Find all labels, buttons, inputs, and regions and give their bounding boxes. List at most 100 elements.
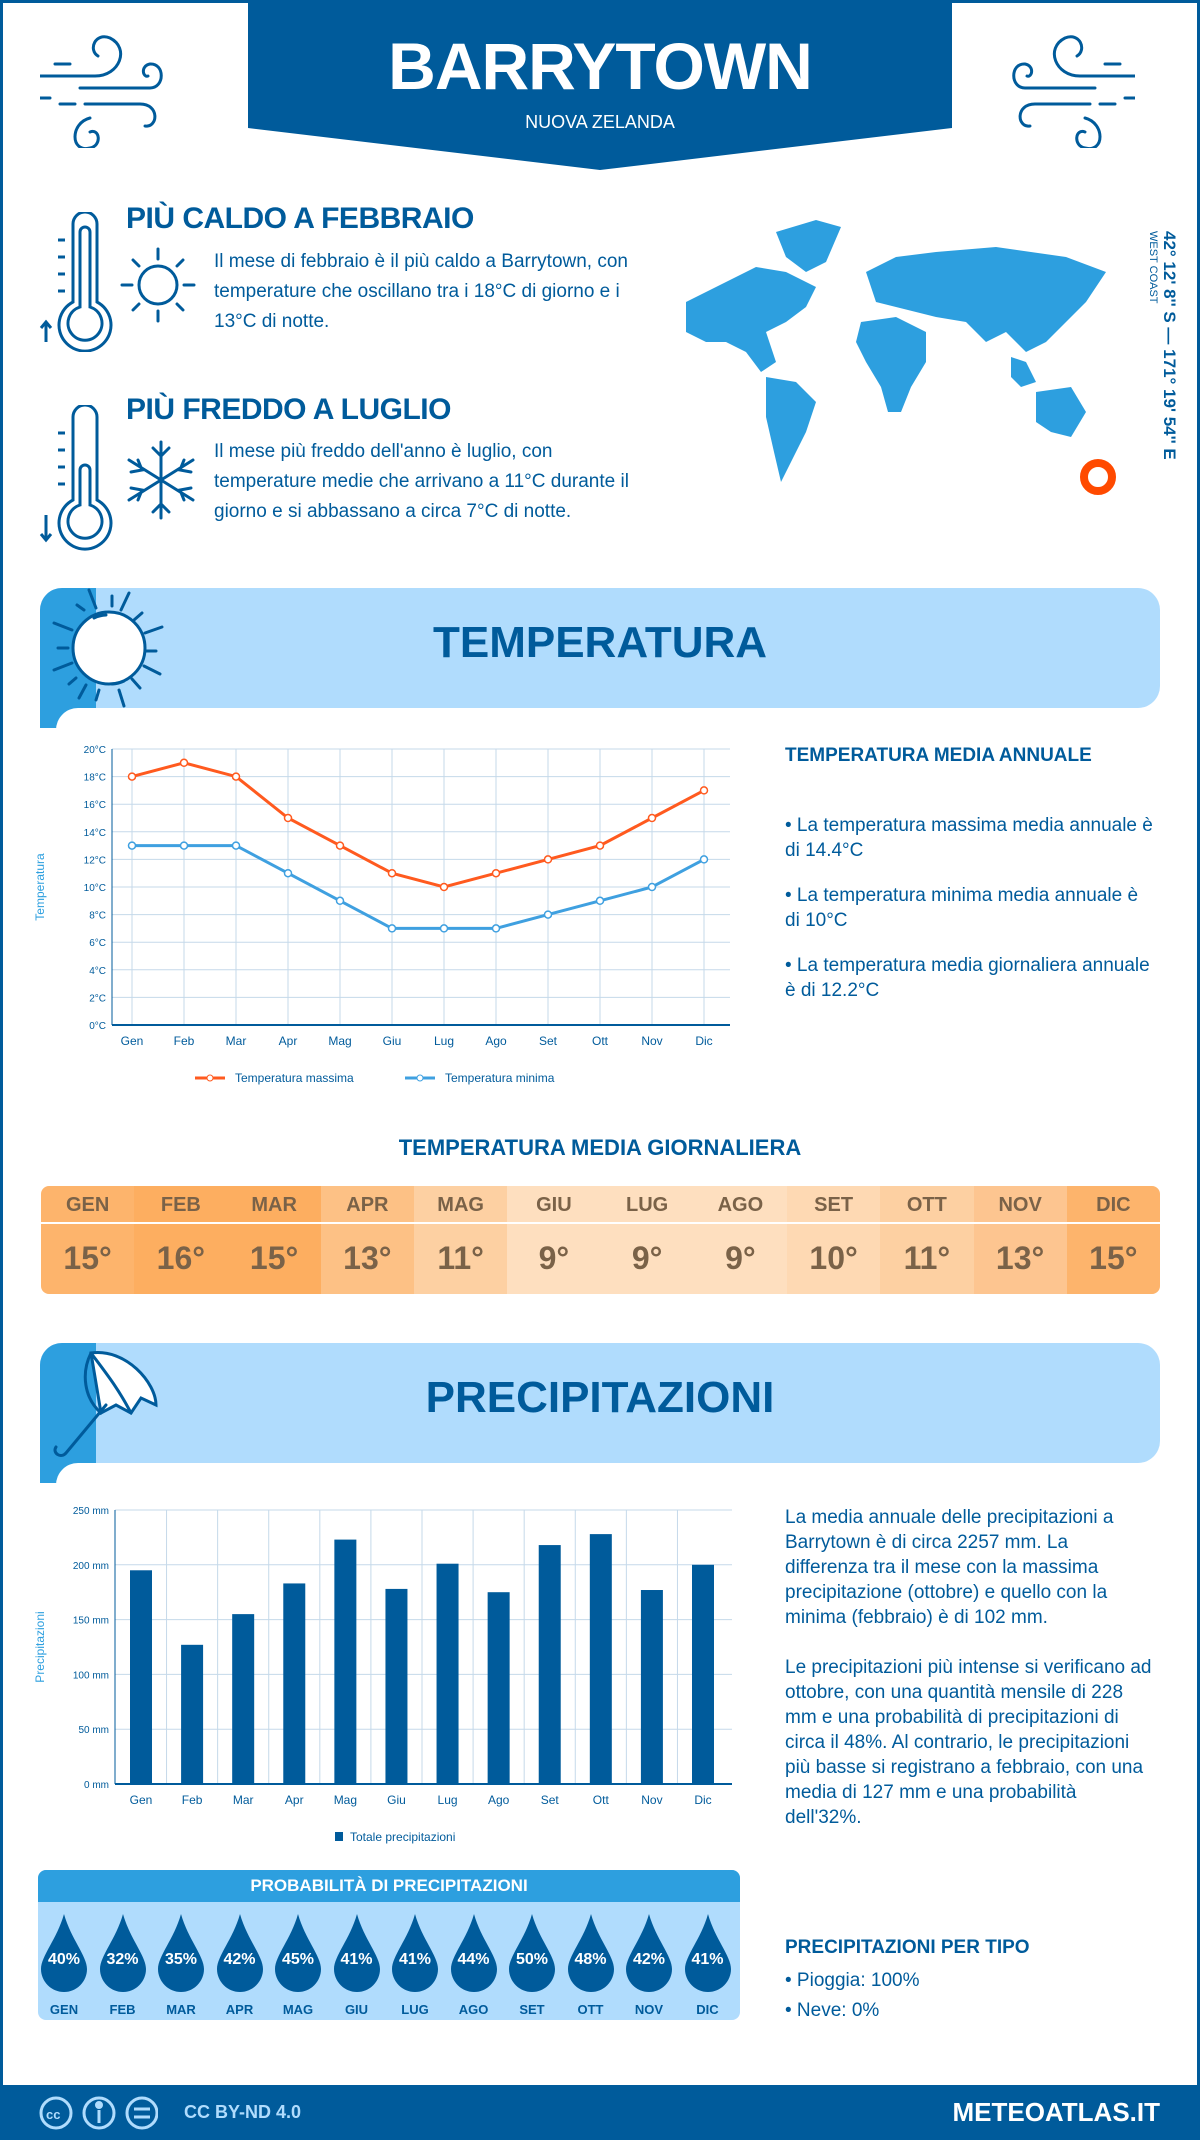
- raindrop-icon: [99, 1914, 146, 1992]
- bar: [334, 1539, 357, 1784]
- legend-swatch: [335, 1832, 343, 1841]
- probability-value: 48%: [574, 1951, 607, 1968]
- annual-temp-title: TEMPERATURA MEDIA ANNUALE: [785, 745, 1092, 766]
- month-label: AGO: [693, 1186, 787, 1224]
- data-point: [231, 841, 241, 850]
- month-label: GEN: [41, 1186, 135, 1224]
- y-tick-label: 2°C: [89, 993, 106, 1004]
- data-point: [647, 813, 657, 823]
- month-label: NOV: [634, 2002, 664, 2017]
- precip-type-title: PRECIPITAZIONI PER TIPO: [785, 1937, 1030, 1958]
- probability-drop: 41% DIC: [684, 1914, 731, 2017]
- y-tick-label: 150 mm: [73, 1616, 109, 1627]
- y-tick-label: 16°C: [84, 800, 106, 811]
- x-tick-label: Ott: [592, 1034, 609, 1048]
- x-tick-label: Lug: [434, 1034, 454, 1048]
- probability-drop: 45% MAG: [275, 1914, 321, 2017]
- site-link[interactable]: METEOATLAS.IT: [952, 2097, 1160, 2127]
- daily-temp-cell: LUG 9°: [600, 1186, 694, 1294]
- daily-temp-cell: APR 13°: [320, 1186, 414, 1294]
- temp-value: 15°: [1089, 1240, 1138, 1276]
- x-tick-label: Mag: [328, 1034, 351, 1048]
- daily-temp-title: TEMPERATURA MEDIA GIORNALIERA: [398, 1135, 802, 1160]
- month-label: MAR: [166, 2002, 196, 2017]
- hot-text: Il mese di febbraio è il più caldo a Bar…: [214, 251, 628, 332]
- coordinates-block: 42° 12' 8'' S — 171° 19' 54'' E WEST COA…: [1145, 230, 1179, 490]
- probability-value: 41%: [340, 1951, 373, 1968]
- data-point: [179, 841, 189, 850]
- month-label: GIU: [507, 1186, 601, 1224]
- precipitation-chart: 0 mm 50 mm 100 mm 150 mm 200 mm 250 mm Gen Feb M…: [33, 1506, 732, 1844]
- precipitation-section-header: PRECIPITAZIONI: [40, 1343, 1160, 1493]
- month-label: OTT: [880, 1186, 974, 1224]
- temp-value: 15°: [63, 1240, 112, 1276]
- precipitation-title: PRECIPITAZIONI: [425, 1373, 775, 1422]
- probability-drop: 50% SET: [509, 1914, 555, 2017]
- data-point: [491, 868, 501, 878]
- annual-temp-avg: • La temperatura media giornaliera annua…: [785, 955, 1150, 1001]
- y-tick-label: 20°C: [84, 745, 106, 756]
- probability-value: 45%: [281, 1951, 315, 1968]
- month-label: AGO: [458, 2002, 489, 2017]
- data-point: [179, 758, 189, 768]
- sun-icon: [120, 247, 196, 323]
- x-tick-label: Nov: [641, 1034, 662, 1048]
- probability-drop: 35% MAR: [158, 1914, 204, 2017]
- raindrop-icon: [392, 1914, 438, 1992]
- x-tick-label: Nov: [641, 1793, 662, 1807]
- x-tick-label: Gen: [121, 1034, 144, 1048]
- raindrop-icon: [450, 1914, 497, 1992]
- probability-drop: 32% FEB: [99, 1914, 146, 2017]
- x-tick-label: Gen: [130, 1793, 153, 1807]
- x-tick-label: Mar: [226, 1034, 247, 1048]
- data-point: [387, 924, 397, 933]
- cc-icon: [39, 2096, 73, 2130]
- data-point: [283, 813, 293, 823]
- month-label: MAR: [227, 1186, 321, 1224]
- probability-drop: 41% GIU: [333, 1914, 380, 2017]
- x-tick-label: Set: [541, 1793, 560, 1807]
- y-tick-label: 0 mm: [84, 1780, 109, 1791]
- series-line: [131, 761, 705, 889]
- month-label: GEN: [49, 2002, 79, 2017]
- y-tick-label: 250 mm: [73, 1506, 109, 1517]
- y-tick-label: 14°C: [84, 828, 106, 839]
- umbrella-icon: [53, 1351, 158, 1457]
- data-point: [127, 841, 137, 850]
- y-axis-label: Temperatura: [33, 853, 47, 921]
- month-label: GIU: [344, 2002, 369, 2017]
- y-axis-label: Precipitazioni: [33, 1611, 47, 1682]
- month-label: DIC: [1066, 1186, 1160, 1224]
- month-label: APR: [320, 1186, 414, 1224]
- month-label: NOV: [973, 1186, 1067, 1224]
- legend-label: Temperatura minima: [445, 1071, 555, 1085]
- temp-value: 13°: [343, 1240, 392, 1276]
- cold-title: PIÙ FREDDO A LUGLIO: [126, 393, 451, 426]
- precip-probability-box: PROBABILITÀ DI PRECIPITAZIONI 40% GEN 32% F…: [38, 1870, 740, 2020]
- wind-icon-right: [1012, 35, 1135, 148]
- hot-title: PIÙ CALDO A FEBBRAIO: [126, 202, 474, 235]
- data-point: [231, 772, 241, 781]
- daily-temp-cell: AGO 9°: [693, 1186, 787, 1294]
- x-tick-label: Feb: [182, 1793, 203, 1807]
- header-banner: [248, 0, 952, 170]
- x-tick-label: Mar: [233, 1793, 254, 1807]
- data-point: [543, 855, 553, 864]
- coordinates-text: 42° 12' 8'' S — 171° 19' 54'' E: [1160, 231, 1179, 460]
- x-tick-label: Apr: [279, 1034, 298, 1048]
- y-tick-label: 12°C: [84, 855, 106, 866]
- raindrop-icon: [158, 1914, 204, 1992]
- data-point: [439, 924, 449, 933]
- x-tick-label: Feb: [174, 1034, 195, 1048]
- daily-temp-cell: SET 10°: [787, 1186, 881, 1294]
- data-point: [543, 910, 553, 919]
- month-label: MAG: [282, 2002, 314, 2017]
- raindrop-icon: [626, 1914, 672, 1992]
- temp-value: 11°: [437, 1240, 484, 1276]
- no-derivatives-icon: [125, 2096, 158, 2130]
- daily-temp-cell: MAG 11°: [414, 1186, 508, 1294]
- bar: [692, 1564, 714, 1784]
- x-tick-label: Dic: [694, 1793, 711, 1807]
- probability-value: 42%: [632, 1951, 666, 1968]
- data-point: [387, 868, 397, 878]
